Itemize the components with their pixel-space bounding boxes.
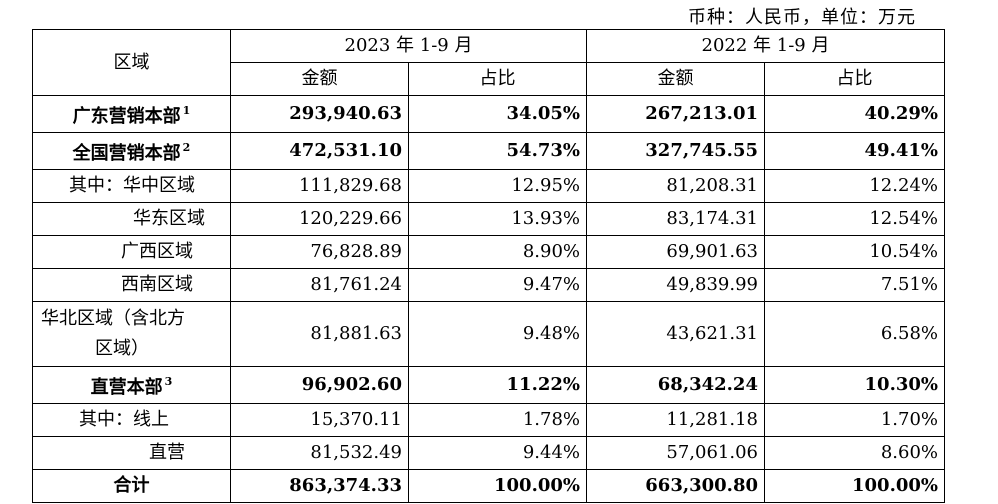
amount-2022: 83,174.31 (586, 202, 765, 236)
footnote-marker: 2 (182, 141, 191, 154)
row-label: 其中：线上 (32, 403, 231, 437)
table-row: 其中：华中区域 111,829.68 12.95% 81,208.31 12.2… (32, 169, 945, 203)
amount-2022: 11,281.18 (586, 403, 765, 437)
ratio-2023: 100.00% (408, 469, 587, 503)
table-row: 广西区域 76,828.89 8.90% 69,901.63 10.54% (32, 235, 945, 269)
amount-2023: 15,370.11 (230, 403, 409, 437)
table-row: 华北区域（含北方 区域） 81,881.63 9.48% 43,621.31 6… (32, 301, 945, 367)
row-label: 直营本部 3 (32, 366, 231, 404)
ratio-2023: 34.05% (408, 95, 587, 133)
ratio-2022: 6.58% (764, 301, 945, 367)
row-label: 华东区域 (32, 202, 231, 236)
ratio-2023: 1.78% (408, 403, 587, 437)
row-label: 广西区域 (32, 235, 231, 269)
table-row: 直营 81,532.49 9.44% 57,061.06 8.60% (32, 436, 945, 470)
amount-2022: 69,901.63 (586, 235, 765, 269)
amount-2022: 663,300.80 (586, 469, 765, 503)
footnote-marker: 3 (164, 375, 173, 388)
ratio-2022: 40.29% (764, 95, 945, 133)
header-period-2023: 2023 年 1-9 月 (230, 29, 587, 63)
header-period-2022: 2022 年 1-9 月 (586, 29, 945, 63)
ratio-2023: 9.47% (408, 268, 587, 302)
regional-revenue-table: 区域 2023 年 1-9 月 2022 年 1-9 月 金额 占比 金额 占比… (32, 29, 945, 503)
row-label: 直营 (32, 436, 231, 470)
table-row: 广东营销本部 1 293,940.63 34.05% 267,213.01 40.… (32, 95, 945, 133)
ratio-2022: 12.24% (764, 169, 945, 203)
header-region: 区域 (32, 29, 231, 96)
amount-2023: 81,881.63 (230, 301, 409, 367)
currency-unit-note: 币种：人民币，单位：万元 (688, 7, 916, 28)
ratio-2023: 9.44% (408, 436, 587, 470)
amount-2023: 81,532.49 (230, 436, 409, 470)
amount-2022: 68,342.24 (586, 366, 765, 404)
ratio-2023: 13.93% (408, 202, 587, 236)
amount-2022: 81,208.31 (586, 169, 765, 203)
ratio-2022: 7.51% (764, 268, 945, 302)
header-amount-2023: 金额 (230, 62, 409, 96)
amount-2022: 57,061.06 (586, 436, 765, 470)
header-amount-2022: 金额 (586, 62, 765, 96)
amount-2022: 49,839.99 (586, 268, 765, 302)
amount-2022: 267,213.01 (586, 95, 765, 133)
header-row-periods: 区域 2023 年 1-9 月 2022 年 1-9 月 (32, 29, 945, 96)
ratio-2023: 9.48% (408, 301, 587, 367)
table-row: 直营本部 3 96,902.60 11.22% 68,342.24 10.30% (32, 366, 945, 404)
table-row: 华东区域 120,229.66 13.93% 83,174.31 12.54% (32, 202, 945, 236)
row-label: 其中：华中区域 (32, 169, 231, 203)
amount-2023: 863,374.33 (230, 469, 409, 503)
row-label: 广东营销本部 1 (32, 95, 231, 133)
row-label: 全国营销本部 2 (32, 132, 231, 170)
footnote-marker: 1 (182, 104, 191, 117)
table-row: 西南区域 81,761.24 9.47% 49,839.99 7.51% (32, 268, 945, 302)
amount-2023: 81,761.24 (230, 268, 409, 302)
row-label: 华北区域（含北方 区域） (32, 301, 231, 367)
row-label: 西南区域 (32, 268, 231, 302)
ratio-2022: 1.70% (764, 403, 945, 437)
ratio-2023: 54.73% (408, 132, 587, 170)
ratio-2022: 8.60% (764, 436, 945, 470)
amount-2023: 120,229.66 (230, 202, 409, 236)
ratio-2023: 8.90% (408, 235, 587, 269)
row-label: 合计 (32, 469, 231, 503)
amount-2023: 76,828.89 (230, 235, 409, 269)
ratio-2023: 11.22% (408, 366, 587, 404)
ratio-2022: 100.00% (764, 469, 945, 503)
amount-2023: 293,940.63 (230, 95, 409, 133)
ratio-2022: 12.54% (764, 202, 945, 236)
amount-2022: 43,621.31 (586, 301, 765, 367)
ratio-2022: 10.30% (764, 366, 945, 404)
header-row-metrics: 金额 占比 金额 占比 (33, 62, 945, 96)
amount-2023: 96,902.60 (230, 366, 409, 404)
header-ratio-2022: 占比 (764, 62, 945, 96)
amount-2023: 472,531.10 (230, 132, 409, 170)
amount-2023: 111,829.68 (230, 169, 409, 203)
table-row: 其中：线上 15,370.11 1.78% 11,281.18 1.70% (32, 403, 945, 437)
ratio-2022: 10.54% (764, 235, 945, 269)
total-row: 合计 863,374.33 100.00% 663,300.80 100.00% (32, 469, 945, 503)
table-row: 全国营销本部 2 472,531.10 54.73% 327,745.55 49.… (32, 132, 945, 170)
ratio-2023: 12.95% (408, 169, 587, 203)
header-ratio-2023: 占比 (408, 62, 587, 96)
ratio-2022: 49.41% (764, 132, 945, 170)
amount-2022: 327,745.55 (586, 132, 765, 170)
